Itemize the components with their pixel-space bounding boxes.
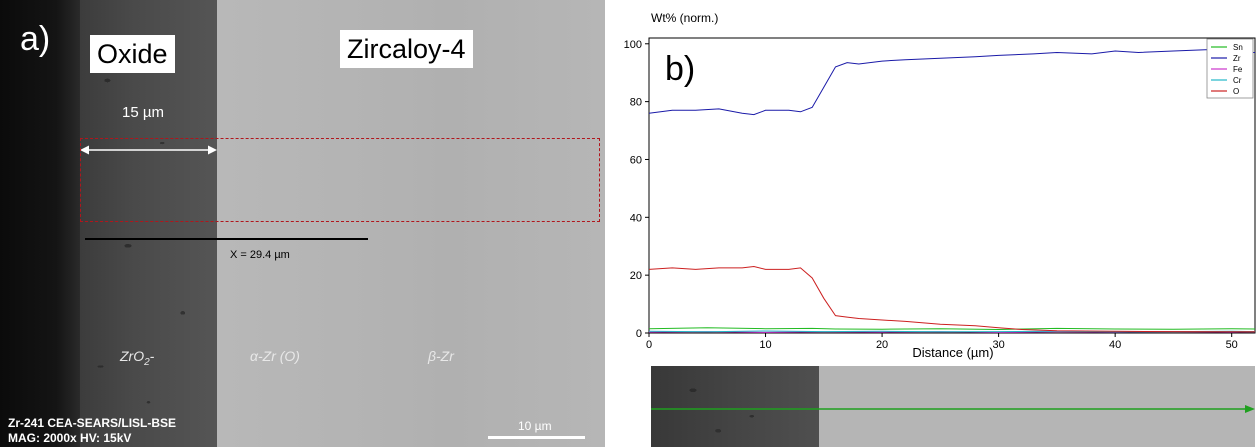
linescan-image-strip [651, 366, 1255, 447]
y-tick-label: 80 [630, 97, 642, 109]
legend-entry: Zr [1233, 54, 1241, 63]
series-line-sn [648, 327, 1256, 331]
sem-info-block: Zr-241 CEA-SEARS/LISL-BSE MAG: 2000x HV:… [8, 416, 248, 446]
y-tick-label: 60 [630, 154, 642, 166]
x-tick-label: 0 [646, 339, 652, 351]
phase-label-alpha-zr: α-Zr (O) [250, 348, 300, 364]
zircaloy-label: Zircaloy-4 [340, 30, 473, 68]
resin-mount-region [0, 0, 80, 447]
x-tick-label: 10 [759, 339, 771, 351]
x-tick-label: 20 [876, 339, 888, 351]
legend-entry: O [1233, 87, 1239, 96]
series-line-zr [648, 49, 1255, 116]
sem-image-panel: a) Oxide Zircaloy-4 15 µm X = 29.4 µm Zr… [0, 0, 605, 447]
phase-label-beta-zr: β-Zr [428, 348, 454, 364]
series-line-o [648, 265, 1255, 333]
sem-info-line1: Zr-241 CEA-SEARS/LISL-BSE [8, 416, 177, 430]
y-tick-label: 100 [624, 39, 642, 51]
plot-frame [648, 37, 1256, 334]
panel-b-label: b) [665, 50, 695, 88]
sem-info-line2: MAG: 2000x HV: 15kV [8, 431, 132, 445]
y-tick-label: 0 [636, 328, 642, 340]
thickness-arrow-icon [80, 145, 217, 155]
legend-entry: Cr [1233, 76, 1242, 85]
legend-entry: Fe [1233, 65, 1243, 74]
x-axis-label: Distance (µm) [912, 345, 993, 360]
chart-axes: 0 20 40 60 80 100 0 10 20 30 40 50 [624, 37, 1256, 351]
x-tick-label: 30 [992, 339, 1004, 351]
y-axis-label: Wt% (norm.) [651, 11, 718, 25]
scan-direction-arrow-icon [651, 405, 1255, 413]
y-tick-label: 20 [630, 270, 642, 282]
scalebar-label: 10 µm [518, 419, 552, 433]
y-tick-label: 40 [630, 212, 642, 224]
x-tick-label: 50 [1226, 339, 1238, 351]
scan-line [85, 238, 368, 240]
legend-entry: Sn [1233, 43, 1243, 52]
panel-a-label: a) [20, 20, 51, 58]
wt-percent-chart: 0 20 40 60 80 100 0 10 20 30 40 50 Sn Zr Fe Cr O Wt% (n… [624, 11, 1256, 360]
phase-label-zro2: ZrO2- [120, 348, 155, 368]
oxide-layer-region [80, 0, 217, 447]
x-tick-label: 40 [1109, 339, 1121, 351]
scan-region-box [80, 138, 600, 222]
scan-length-label: X = 29.4 µm [230, 249, 290, 261]
chart-legend: Sn Zr Fe Cr O [1206, 38, 1254, 99]
oxide-label: Oxide [90, 35, 175, 73]
linescan-chart-panel: 0 20 40 60 80 100 0 10 20 30 40 50 Sn Zr Fe Cr O Wt% (n… [605, 0, 1260, 447]
strip-oxide-region [651, 366, 819, 447]
metal-substrate-region [217, 0, 605, 447]
strip-metal-region [819, 366, 1255, 447]
thickness-label: 15 µm [122, 104, 164, 121]
scalebar [488, 436, 585, 439]
chart-series [648, 49, 1256, 333]
